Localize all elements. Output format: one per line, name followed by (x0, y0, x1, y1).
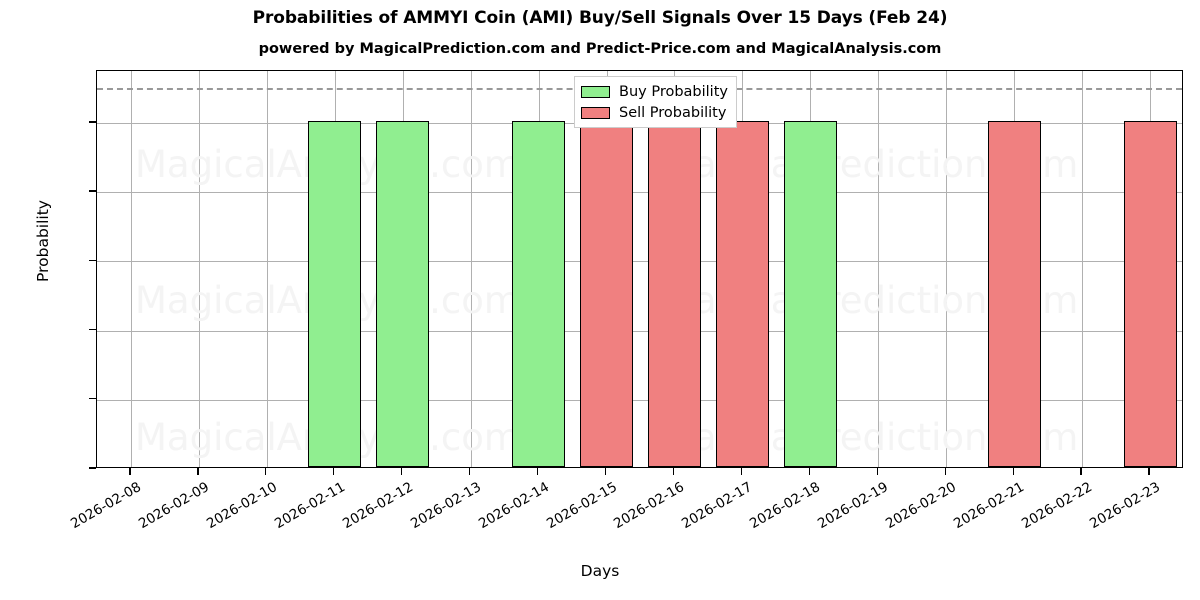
y-axis-tick-mark (89, 190, 96, 192)
x-axis-tick-mark (808, 468, 810, 475)
x-axis-tick-label: 2026-02-12 (339, 479, 416, 533)
legend-item[interactable]: Sell Probability (581, 102, 728, 123)
gridline-vertical (878, 71, 880, 467)
y-axis-tick-mark (89, 121, 96, 123)
legend-label: Buy Probability (619, 83, 728, 100)
chart-legend: Buy Probability Sell Probability (574, 76, 737, 128)
x-axis-tick-mark (333, 468, 335, 475)
bar-sell-probability-2026-02-16[interactable] (647, 120, 701, 467)
x-axis-tick-mark (401, 468, 403, 475)
bar-buy-probability-2026-02-11[interactable] (308, 120, 362, 467)
x-axis-tick-label: 2026-02-10 (203, 479, 280, 533)
gridline-horizontal (97, 399, 1182, 401)
x-axis-tick-mark (604, 468, 607, 475)
x-axis-tick-mark (197, 468, 199, 475)
x-axis-tick-label: 2026-02-13 (407, 479, 484, 533)
gridline-vertical (470, 71, 472, 467)
y-axis-tick-mark (89, 328, 96, 331)
x-axis-tick-mark (1012, 468, 1014, 475)
y-axis-tick-mark (89, 398, 96, 400)
x-axis-label: Days (580, 562, 620, 580)
y-axis-label: Probability (34, 200, 52, 282)
x-axis-tick-mark (876, 468, 878, 475)
x-axis-tick-mark (740, 468, 743, 475)
x-axis-tick-mark (469, 468, 471, 475)
x-axis-tick-label: 2026-02-09 (135, 479, 212, 533)
x-axis-tick-mark (265, 468, 267, 475)
legend-swatch (581, 106, 610, 119)
gridline-vertical (198, 71, 200, 467)
bar-buy-probability-2026-02-18[interactable] (783, 120, 837, 467)
bar-sell-probability-2026-02-15[interactable] (580, 120, 634, 467)
x-axis-tick-label: 2026-02-23 (1087, 479, 1164, 533)
x-axis-tick-mark (944, 468, 946, 475)
legend-swatch (581, 85, 610, 98)
gridline-horizontal (97, 192, 1182, 194)
x-axis-tick-mark (672, 468, 675, 475)
x-axis-tick-mark (1080, 468, 1082, 475)
x-axis-tick-mark (1148, 468, 1150, 475)
y-axis-tick-mark (89, 467, 96, 469)
bar-sell-probability-2026-02-23[interactable] (1123, 120, 1177, 467)
gridline-horizontal (97, 330, 1182, 332)
gridline-vertical (1082, 71, 1084, 467)
chart-title: Probabilities of AMMYI Coin (AMI) Buy/Se… (252, 8, 948, 28)
x-axis-tick-label: 2026-02-11 (271, 479, 348, 533)
x-axis-tick-mark (536, 468, 539, 475)
bar-buy-probability-2026-02-14[interactable] (512, 120, 566, 467)
bar-sell-probability-2026-02-21[interactable] (987, 120, 1041, 467)
legend-label: Sell Probability (619, 104, 727, 121)
gridline-horizontal (97, 261, 1182, 263)
chart-subtitle: powered by MagicalPrediction.com and Pre… (258, 41, 942, 57)
plot-area: MagicalAnalysis.comMagicalPrediction.com… (96, 70, 1183, 468)
gridline-vertical (130, 71, 132, 467)
x-axis-tick-mark (129, 468, 131, 475)
legend-item[interactable]: Buy Probability (581, 81, 728, 102)
gridline-vertical (266, 71, 268, 467)
bar-buy-probability-2026-02-12[interactable] (376, 120, 430, 467)
bar-sell-probability-2026-02-17[interactable] (715, 120, 769, 467)
gridline-vertical (946, 71, 948, 467)
y-axis-tick-mark (89, 259, 96, 261)
